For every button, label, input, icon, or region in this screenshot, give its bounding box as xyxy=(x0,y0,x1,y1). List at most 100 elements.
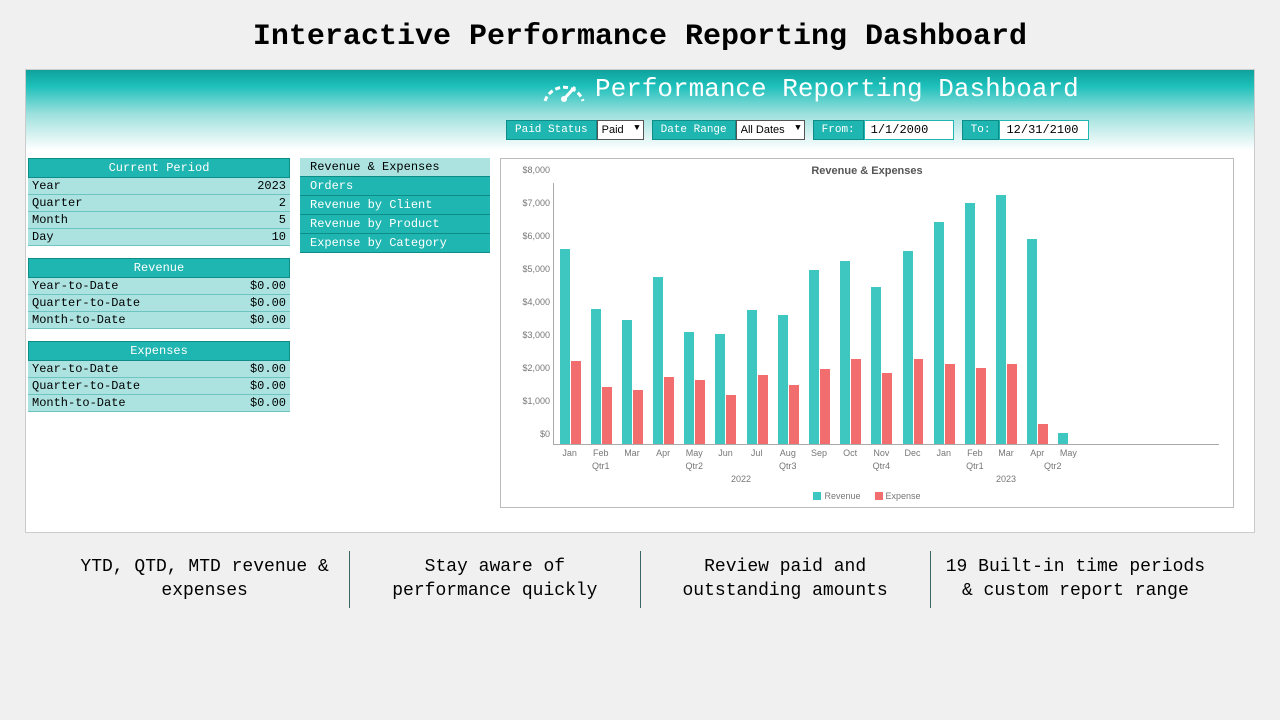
period-row: Year2023 xyxy=(28,178,290,195)
row-label: Month xyxy=(32,213,68,227)
row-label: Quarter-to-Date xyxy=(32,296,140,310)
chart-title: Revenue & Expenses xyxy=(501,159,1233,179)
bar-expense xyxy=(914,359,924,444)
x-month-label: Jan xyxy=(936,448,951,458)
bar-revenue xyxy=(996,195,1006,444)
from-input[interactable] xyxy=(864,120,954,140)
page-title: Interactive Performance Reporting Dashbo… xyxy=(0,0,1280,69)
x-quarter-label: Qtr1 xyxy=(592,461,610,471)
legend-label-revenue: Revenue xyxy=(824,491,860,501)
expenses-row: Quarter-to-Date$0.00 xyxy=(28,378,290,395)
tab-expense-by-category[interactable]: Expense by Category xyxy=(300,234,490,253)
tab-revenue-expenses[interactable]: Revenue & Expenses xyxy=(300,158,490,177)
row-label: Year-to-Date xyxy=(32,279,118,293)
expenses-panel-header: Expenses xyxy=(28,341,290,361)
body-area: Current PeriodYear2023Quarter2Month5Day1… xyxy=(26,150,1254,532)
to-input[interactable] xyxy=(999,120,1089,140)
bar-revenue xyxy=(747,310,757,444)
y-tick: $7,000 xyxy=(506,198,550,208)
bar-revenue xyxy=(840,261,850,444)
paid-status-label: Paid Status xyxy=(506,120,597,140)
row-value: 10 xyxy=(272,230,286,244)
bar-expense xyxy=(789,385,799,444)
tab-orders[interactable]: Orders xyxy=(300,177,490,196)
row-label: Month-to-Date xyxy=(32,396,126,410)
to-label: To: xyxy=(962,120,1000,140)
y-tick: $0 xyxy=(506,429,550,439)
from-label: From: xyxy=(813,120,864,140)
bar-expense xyxy=(1038,424,1048,444)
tabs-column: Revenue & ExpensesOrdersRevenue by Clien… xyxy=(300,158,490,520)
row-label: Month-to-Date xyxy=(32,313,126,327)
bar-expense xyxy=(758,375,768,444)
revenue-row: Quarter-to-Date $0.00 xyxy=(28,295,290,312)
bar-expense xyxy=(851,359,861,444)
footer-item: Review paid and outstanding amounts xyxy=(641,551,931,608)
x-month-label: Mar xyxy=(624,448,640,458)
row-label: Year-to-Date xyxy=(32,362,118,376)
tab-revenue-by-product[interactable]: Revenue by Product xyxy=(300,215,490,234)
bar-revenue xyxy=(684,332,694,444)
row-value: 2023 xyxy=(257,179,286,193)
row-value: $0.00 xyxy=(250,313,286,327)
bar-expense xyxy=(664,377,674,444)
x-quarter-label: Qtr2 xyxy=(686,461,704,471)
period-row: Quarter2 xyxy=(28,195,290,212)
row-value: 2 xyxy=(279,196,286,210)
date-range-label: Date Range xyxy=(652,120,736,140)
y-tick: $1,000 xyxy=(506,396,550,406)
revenue-row: Year-to-Date$0.00 xyxy=(28,278,290,295)
y-tick: $2,000 xyxy=(506,363,550,373)
bar-expense xyxy=(571,361,581,444)
filter-bar: Paid Status Paid Date Range All Dates Fr… xyxy=(506,120,1234,140)
legend-label-expense: Expense xyxy=(886,491,921,501)
x-year-label: 2023 xyxy=(996,474,1016,484)
legend-swatch-revenue xyxy=(813,492,821,500)
bar-expense xyxy=(726,395,736,444)
expenses-row: Month-to-Date $0.00 xyxy=(28,395,290,412)
y-tick: $3,000 xyxy=(506,330,550,340)
bar-expense xyxy=(945,364,955,444)
x-quarter-label: Qtr1 xyxy=(966,461,984,471)
bar-revenue xyxy=(965,203,975,444)
tab-revenue-by-client[interactable]: Revenue by Client xyxy=(300,196,490,215)
x-month-label: Apr xyxy=(1030,448,1044,458)
x-month-label: Dec xyxy=(905,448,921,458)
bar-expense xyxy=(633,390,643,444)
x-month-label: Jul xyxy=(751,448,763,458)
period-row: Month 5 xyxy=(28,212,290,229)
x-month-label: Feb xyxy=(593,448,609,458)
bar-revenue xyxy=(622,320,632,444)
dashboard-container: Performance Reporting Dashboard Paid Sta… xyxy=(25,69,1255,533)
banner: Performance Reporting Dashboard Paid Sta… xyxy=(26,70,1254,150)
bar-revenue xyxy=(903,251,913,444)
revenue-panel-header: Revenue xyxy=(28,258,290,278)
x-month-label: May xyxy=(686,448,703,458)
footer-item: 19 Built-in time periods & custom report… xyxy=(931,551,1220,608)
revenue-row: Month-to-Date $0.00 xyxy=(28,312,290,329)
footer: YTD, QTD, MTD revenue & expensesStay awa… xyxy=(60,551,1220,608)
row-value: $0.00 xyxy=(250,296,286,310)
bar-expense xyxy=(976,368,986,444)
y-tick: $5,000 xyxy=(506,264,550,274)
x-month-label: Jan xyxy=(562,448,577,458)
y-tick: $4,000 xyxy=(506,297,550,307)
row-value: $0.00 xyxy=(250,396,286,410)
x-month-label: Jun xyxy=(718,448,733,458)
row-value: 5 xyxy=(279,213,286,227)
bar-expense xyxy=(602,387,612,444)
row-label: Day xyxy=(32,230,54,244)
date-range-select[interactable]: All Dates xyxy=(736,120,805,140)
paid-status-select[interactable]: Paid xyxy=(597,120,644,140)
bar-revenue xyxy=(809,270,819,444)
chart-plot-area: $0$1,000$2,000$3,000$4,000$5,000$6,000$7… xyxy=(553,183,1219,445)
bar-revenue xyxy=(715,334,725,444)
x-month-label: May xyxy=(1060,448,1077,458)
row-value: $0.00 xyxy=(250,379,286,393)
bar-revenue xyxy=(1058,433,1068,444)
banner-title: Performance Reporting Dashboard xyxy=(541,74,1079,104)
x-month-label: Sep xyxy=(811,448,827,458)
x-month-label: Oct xyxy=(843,448,857,458)
bar-revenue xyxy=(1027,239,1037,444)
y-tick: $8,000 xyxy=(506,165,550,175)
